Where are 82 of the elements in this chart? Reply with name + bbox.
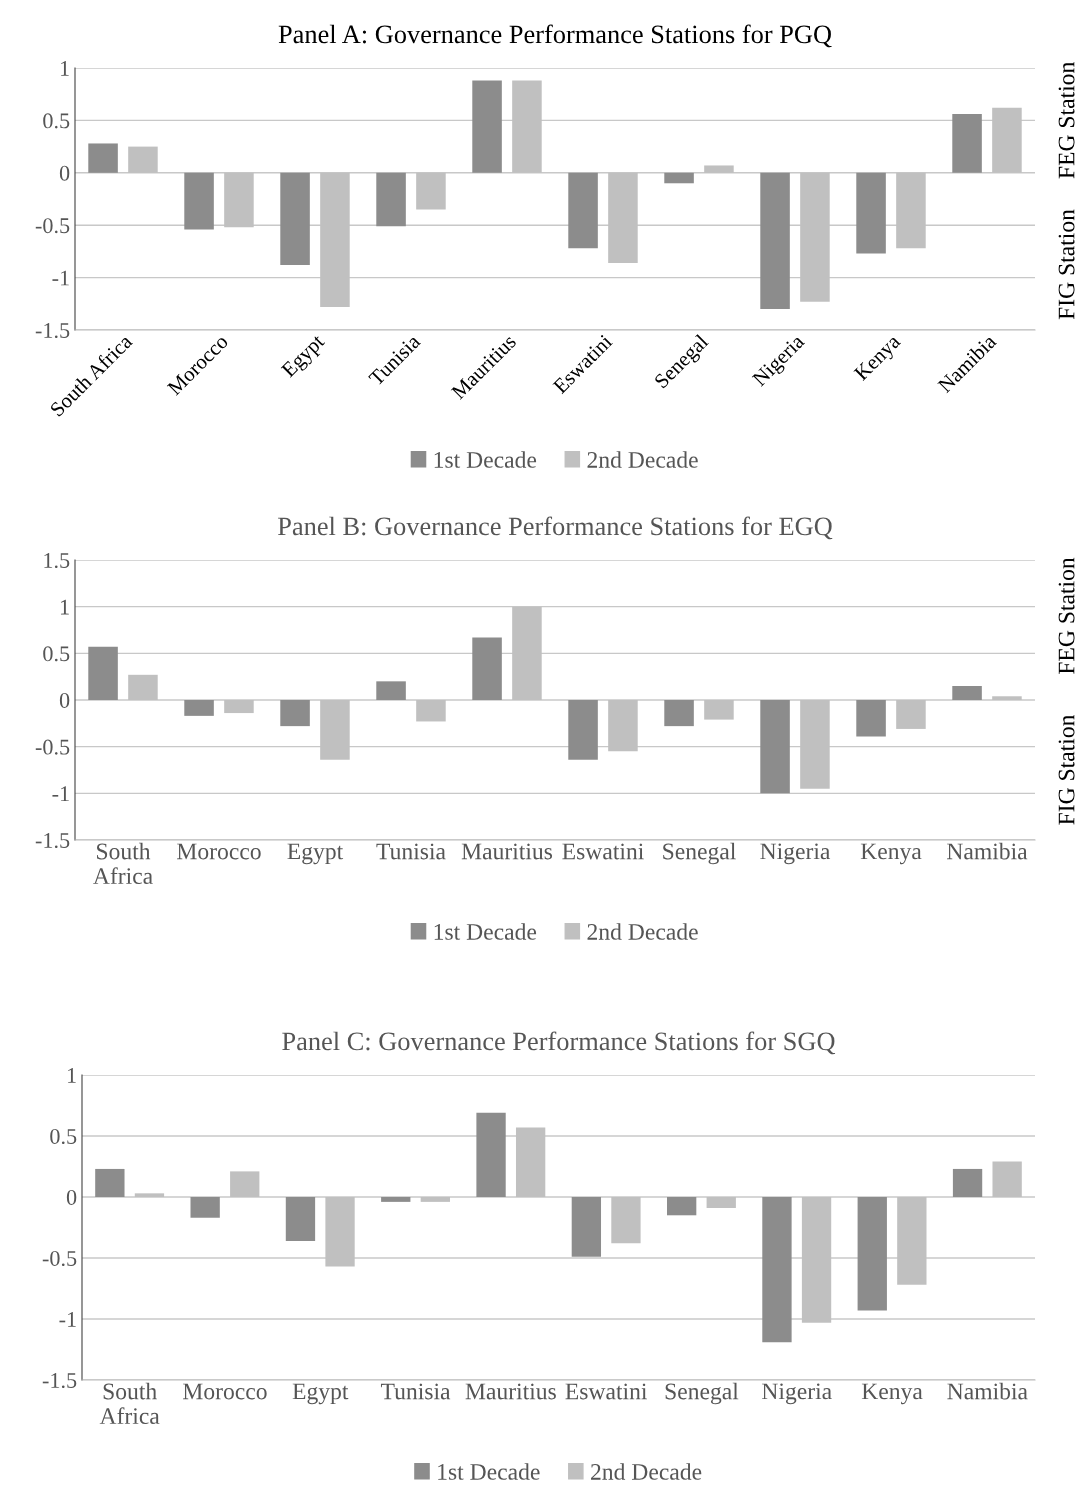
x-tick-label: Nigeria (762, 1383, 832, 1405)
x-tick-label: Egypt (292, 1383, 349, 1405)
bar (760, 172, 790, 310)
text: FEG Station (1058, 62, 1075, 179)
bar (88, 646, 118, 700)
y-tick-label: -0.5 (35, 739, 70, 755)
bar (280, 172, 310, 266)
y-tick-label: 0 (59, 692, 70, 708)
bar (376, 172, 406, 227)
bar (856, 172, 886, 254)
x-tick-label: Morocco (183, 1383, 267, 1400)
bar (952, 114, 982, 173)
legend-label: 1st Decade (434, 923, 537, 940)
legend-label: 1st Decade (434, 451, 537, 468)
x-tick-label: Senegal (663, 842, 736, 865)
bar (856, 700, 886, 737)
legend-label: 1st Decade (438, 1463, 540, 1480)
bar (190, 1197, 220, 1218)
x-tick-label: Eswatini (565, 1383, 648, 1400)
y-tick-label: 0 (59, 165, 70, 181)
x-tick-label: Tunisia (380, 1383, 451, 1400)
x-tick-label: Mauritius (461, 843, 553, 860)
y-tick-label: -0.5 (35, 218, 70, 234)
bar (285, 1197, 316, 1241)
x-tick-label: Namibia (947, 842, 1028, 860)
y-tick-label: 0.5 (43, 646, 70, 662)
y-tick-label: -1 (59, 1312, 76, 1327)
x-tick-label: Eswatini (562, 843, 644, 860)
x-tick-label: Namibia (947, 1382, 1028, 1400)
bar (184, 700, 214, 716)
y-tick-label: 1.5 (44, 553, 70, 569)
x-tick-label: Mauritius (465, 1383, 556, 1400)
y-tick-label: 1 (60, 599, 69, 615)
bar (95, 1168, 125, 1197)
bar (857, 1197, 887, 1311)
bar (664, 700, 694, 727)
bar (760, 700, 790, 794)
y-tick-label: -1 (52, 786, 69, 802)
bar (476, 1112, 506, 1197)
x-tick-label: Tunisia (376, 843, 446, 860)
bar (952, 1168, 983, 1197)
text: FEG Station (1058, 557, 1075, 675)
y-tick-label: 1 (67, 1068, 76, 1083)
bar (472, 637, 502, 700)
y-tick-label: 0 (66, 1189, 77, 1205)
legend-label: 2nd Decade (587, 923, 698, 940)
x-tick-label: South Africa (99, 1382, 160, 1425)
bar (472, 80, 502, 173)
chart-title: Panel B: Governance Performance Stations for EGQ (278, 516, 833, 540)
bar (280, 700, 310, 727)
x-tick-label: Egypt (287, 843, 344, 865)
bar (762, 1197, 792, 1343)
y-tick-label: -0.5 (42, 1250, 77, 1267)
bar (88, 143, 118, 173)
legend-label: 2nd Decade (587, 451, 698, 468)
y-tick-label: 0.5 (50, 1128, 77, 1145)
legend-label: 2nd Decade (591, 1463, 702, 1480)
bar (184, 172, 214, 230)
bar (571, 1197, 602, 1257)
x-tick-label: Morocco (177, 843, 261, 860)
bar (664, 172, 694, 184)
x-tick-label: South Africa (93, 842, 153, 885)
y-tick-label: -1 (52, 270, 69, 286)
x-tick-label: Senegal (665, 1382, 739, 1405)
text: FIG Station (1058, 714, 1075, 825)
y-tick-label: 1 (60, 61, 69, 76)
chart-title: Panel A: Governance Performance Stations for PGQ (278, 24, 832, 48)
x-tick-label: Kenya (860, 843, 922, 865)
y-tick-label: -1.5 (42, 1373, 77, 1389)
bar (667, 1197, 697, 1216)
x-tick-label: Nigeria (760, 843, 831, 865)
x-tick-label: Kenya (861, 1383, 923, 1405)
bar (568, 172, 598, 249)
y-tick-label: 0.5 (43, 113, 70, 129)
bar (568, 700, 598, 760)
bar (381, 1197, 411, 1202)
y-tick-label: -1.5 (35, 323, 70, 339)
text: FIG Station (1058, 209, 1075, 320)
bar (376, 681, 406, 700)
y-tick-label: -1.5 (35, 833, 70, 849)
bar (952, 686, 982, 700)
chart-title: Panel C: Governance Performance Stations for SGQ (282, 1031, 836, 1055)
